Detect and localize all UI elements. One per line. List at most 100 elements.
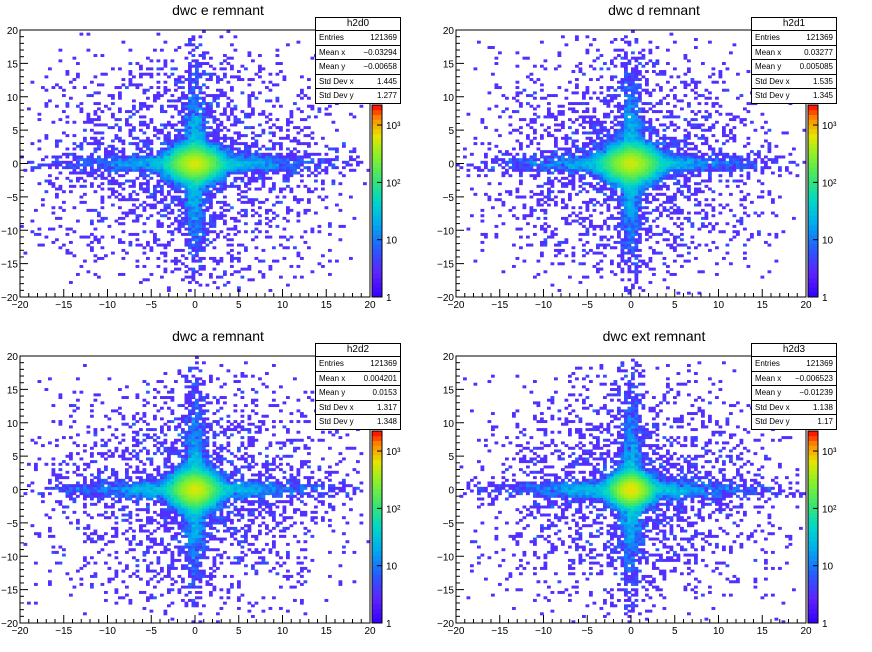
heatmap-cell [610,259,614,263]
heatmap-cell [729,174,733,178]
heatmap-cell [272,216,276,220]
heatmap-cell [293,163,297,167]
heatmap-cell [149,176,154,180]
heatmap-cell [279,190,283,194]
heatmap-cell [244,208,248,212]
heatmap-cell [585,171,590,175]
heatmap-cell [676,254,681,258]
heatmap-cell [732,136,737,140]
heatmap-cell [557,190,562,194]
heatmap-cell [191,59,196,63]
heatmap-cell [237,142,241,146]
heatmap-cell [202,179,206,183]
heatmap-cell [328,158,332,162]
heatmap-cell [778,195,782,199]
heatmap-cell [184,238,189,242]
heatmap-cell [198,126,203,130]
heatmap-cell [578,168,583,172]
heatmap-cell [561,182,565,186]
heatmap-cell [662,192,667,196]
heatmap-cell [631,150,635,154]
heatmap-cell [760,168,765,172]
heatmap-cell [540,83,544,87]
heatmap-cell [634,216,639,220]
heatmap-cell [146,184,150,188]
heatmap-cell [79,158,84,162]
heatmap-cell [104,216,108,220]
heatmap-cell [746,102,751,106]
heatmap-cell [711,72,716,76]
heatmap-cell [638,99,642,103]
heatmap-cell [233,216,238,220]
heatmap-cell [554,227,558,231]
heatmap-cell [666,230,670,234]
heatmap-cell [610,198,614,202]
heatmap-cell [97,256,101,260]
heatmap-cell [571,70,576,74]
heatmap-cell [324,158,329,162]
heatmap-cell [254,142,259,146]
heatmap-cell [778,174,782,178]
heatmap-cell [331,163,336,167]
heatmap-cell [100,256,105,260]
heatmap-cell [97,139,101,143]
heatmap-cell [156,80,161,84]
heatmap-cell [571,158,576,162]
heatmap-cell [683,174,688,178]
heatmap-cell [680,174,684,178]
heatmap-cell [676,139,681,143]
heatmap-cell [704,168,709,172]
heatmap-cell [142,150,147,154]
heatmap-cell [296,166,301,170]
heatmap-cell [624,134,628,138]
heatmap-cell [195,99,199,103]
heatmap-cell [690,171,695,175]
heatmap-cell [739,163,744,167]
heatmap-cell [188,115,192,119]
heatmap-cell [645,227,649,231]
heatmap-cell [216,262,220,266]
heatmap-cell [104,160,108,164]
heatmap-cell [198,171,203,175]
heatmap-cell [177,75,182,79]
heatmap-cell [307,160,311,164]
heatmap-cell [202,112,206,116]
heatmap-cell [104,155,108,159]
heatmap-cell [146,190,150,194]
heatmap-cell [272,171,276,175]
heatmap-cell [212,168,217,172]
heatmap-cell [627,288,632,292]
heatmap-cell [191,198,196,202]
heatmap-cell [107,144,112,148]
heatmap-cell [174,78,178,82]
heatmap-cell [550,160,555,164]
heatmap-cell [617,176,621,180]
heatmap-cell [669,142,674,146]
heatmap-cell [233,131,238,135]
heatmap-cell [86,243,91,247]
heatmap-cell [522,168,527,172]
heatmap-cell [296,254,301,258]
heatmap-cell [139,158,143,162]
heatmap-cell [624,176,628,180]
heatmap-cell [198,198,203,202]
heatmap-cell [676,187,681,191]
heatmap-cell [659,155,663,159]
heatmap-cell [582,72,586,76]
heatmap-cell [736,160,740,164]
heatmap-cell [202,267,206,271]
heatmap-cell [617,179,621,183]
heatmap-cell [589,115,593,119]
heatmap-cell [212,99,217,103]
heatmap-cell [167,206,171,210]
heatmap-cell [708,187,712,191]
heatmap-cell [310,131,315,135]
heatmap-cell [617,240,621,244]
heatmap-cell [317,152,322,156]
heatmap-cell [627,139,632,143]
heatmap-cell [219,142,224,146]
heatmap-cell [617,171,621,175]
heatmap-cell [729,128,733,132]
heatmap-cell [268,155,273,159]
heatmap-cell [233,155,238,159]
